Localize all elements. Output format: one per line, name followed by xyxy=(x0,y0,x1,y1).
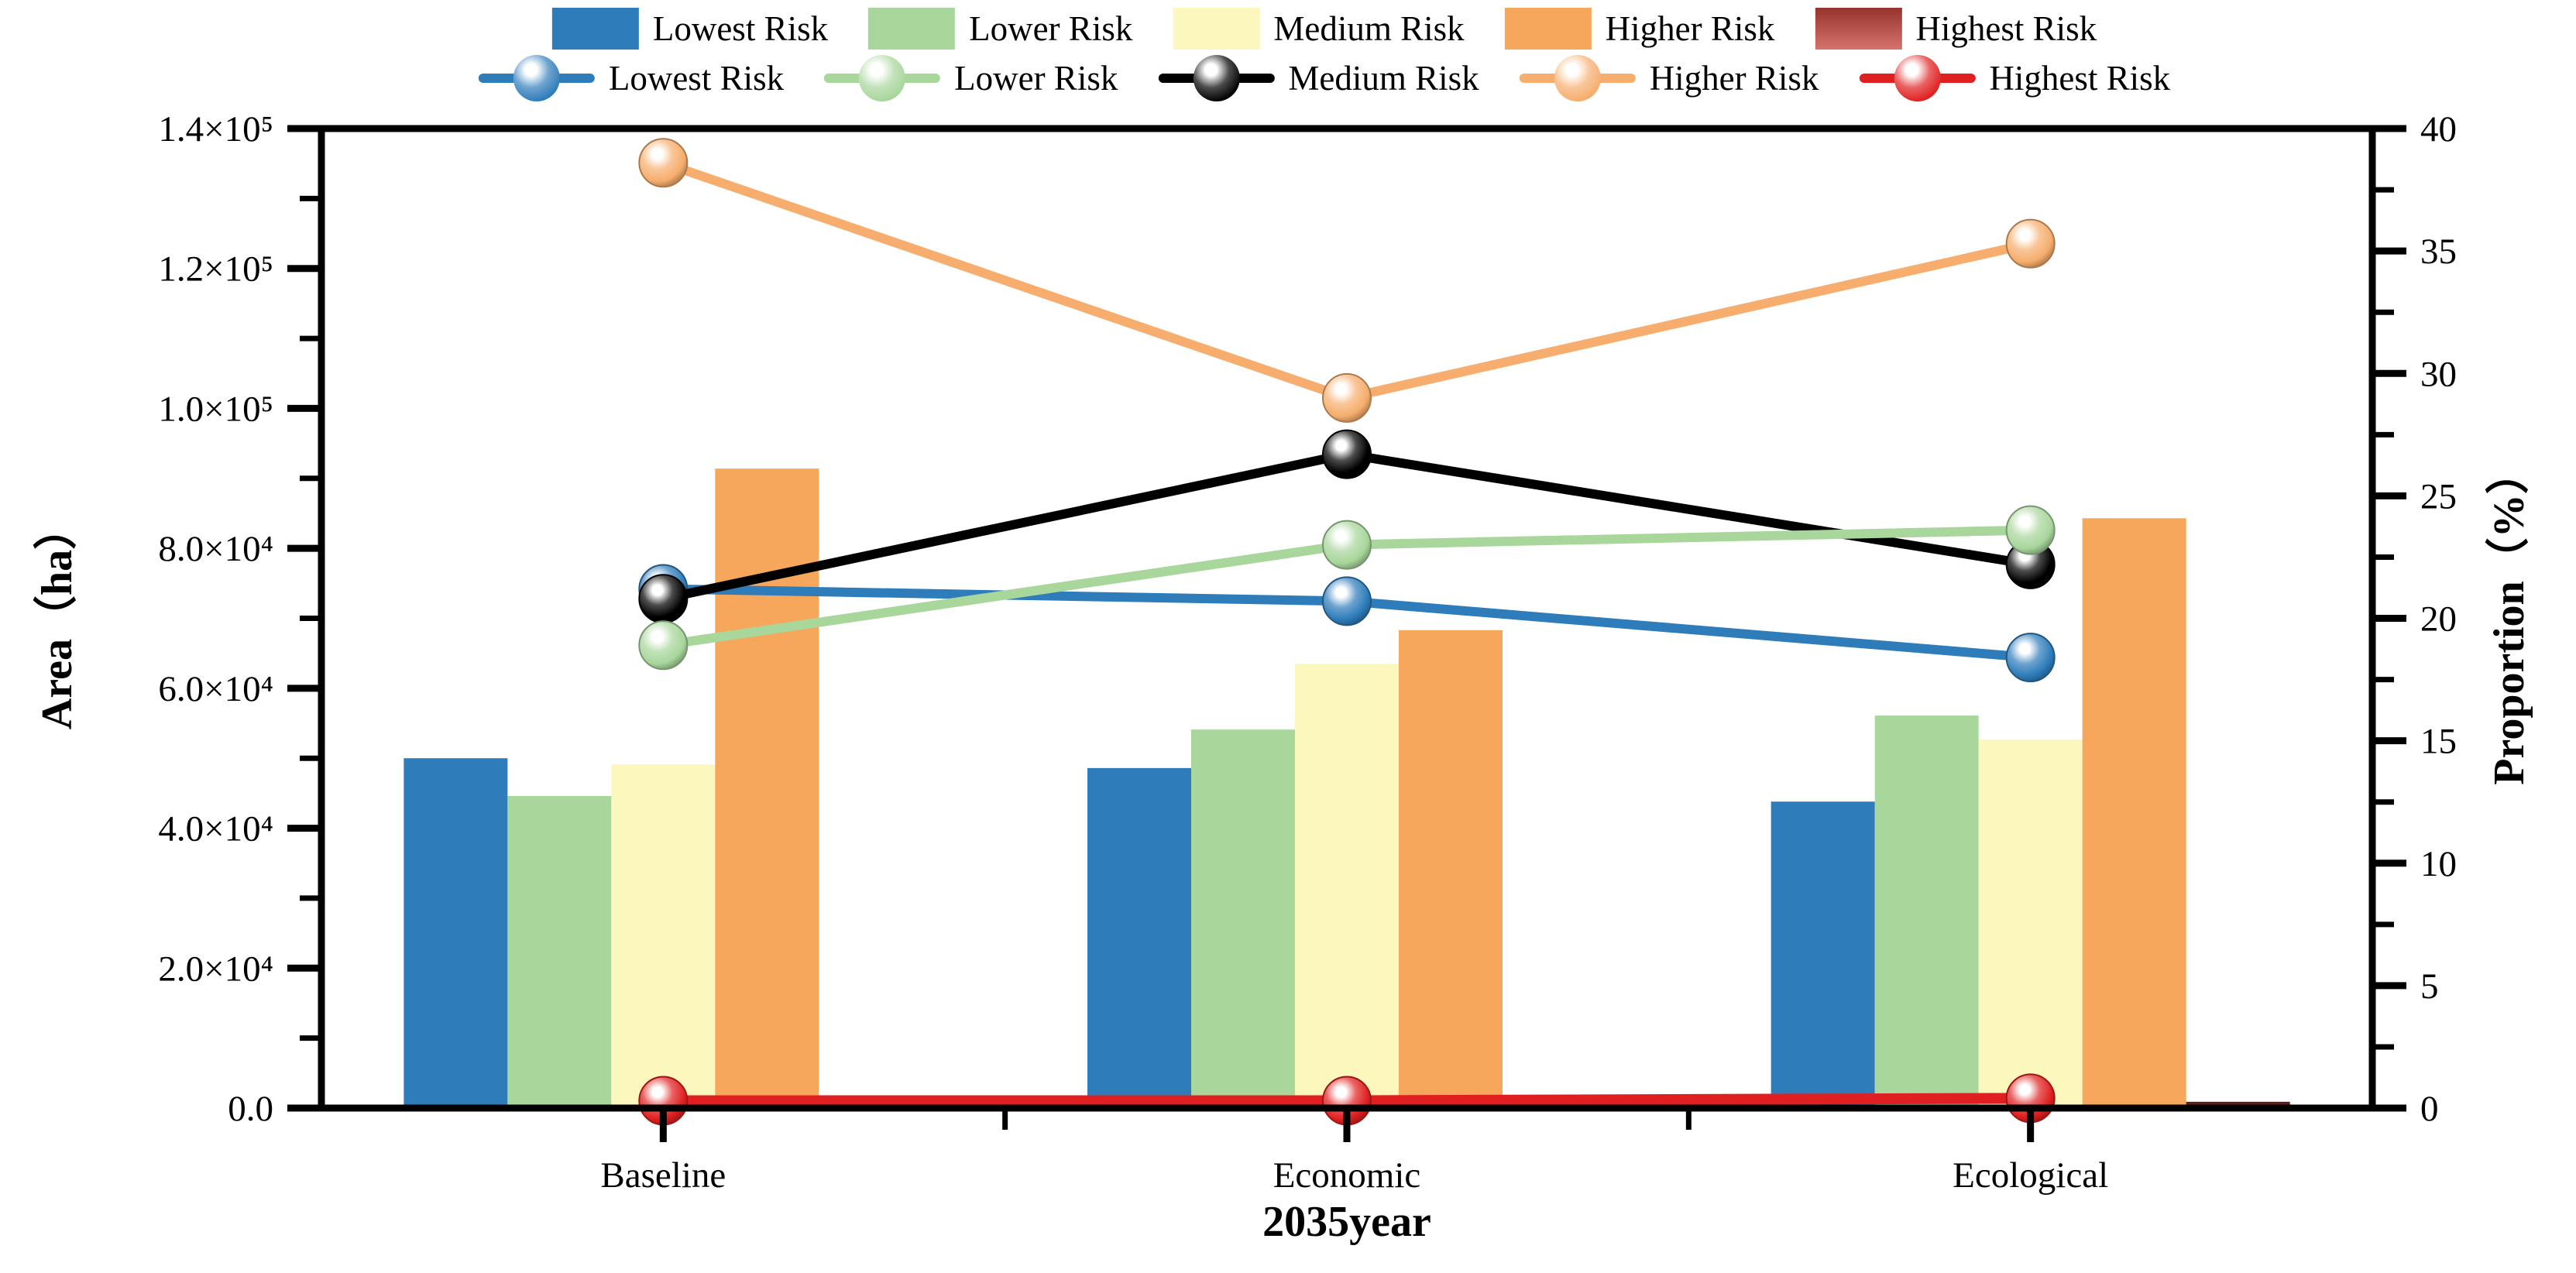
left-tick-label: 1.0×10⁵ xyxy=(158,389,273,429)
data-point-marker xyxy=(1322,429,1372,479)
legend-bar-swatch xyxy=(1815,8,1902,50)
bar-series-lower-risk xyxy=(507,715,1979,1108)
legend-label: Higher Risk xyxy=(1605,9,1775,48)
bar xyxy=(2082,518,2186,1108)
data-point-marker xyxy=(2005,633,2056,683)
legend-bar-swatch xyxy=(868,8,956,50)
legend-line-marker-glyph xyxy=(478,54,595,102)
legend-label: Highest Risk xyxy=(1989,59,2171,98)
legend-bar-swatch xyxy=(1173,8,1260,50)
legend-item-line-higher-risk: Higher Risk xyxy=(1519,54,1819,102)
left-tick-label: 8.0×10⁴ xyxy=(158,529,273,569)
bar-series-medium-risk xyxy=(611,664,2083,1108)
bar xyxy=(404,758,508,1108)
bar xyxy=(1399,630,1503,1108)
right-tick-label: 35 xyxy=(2420,232,2457,272)
legend-item-bar-lower-risk: Lower Risk xyxy=(868,6,1132,51)
bar-series-higher-risk xyxy=(715,468,2186,1108)
legend-item-line-lower-risk: Lower Risk xyxy=(824,54,1118,102)
data-point-marker xyxy=(1322,372,1372,423)
legend-item-bar-higher-risk: Higher Risk xyxy=(1504,6,1775,51)
data-point-marker xyxy=(2005,218,2056,269)
x-tick-label: Economic xyxy=(1273,1155,1421,1196)
line-series-lower-risk xyxy=(638,505,2056,671)
data-point-marker xyxy=(1322,520,1372,570)
right-tick-label: 25 xyxy=(2420,476,2457,516)
bars-layer xyxy=(404,468,2290,1108)
legend-item-line-highest-risk: Highest Risk xyxy=(1859,54,2170,102)
legend-item-bar-medium-risk: Medium Risk xyxy=(1173,6,1465,51)
data-point-marker xyxy=(638,620,689,671)
plot-frame xyxy=(318,125,2376,1112)
right-tick-label: 40 xyxy=(2420,109,2457,149)
left-tick-label: 2.0×10⁴ xyxy=(158,949,273,989)
bar xyxy=(1191,729,1295,1108)
line-series-higher-risk xyxy=(638,138,2056,423)
axes-layer: 0.0 2.0×10⁴ 4.0×10⁴ 6.0×10⁴ 8.0×10⁴ 1.0×10⁵ 1.… xyxy=(158,109,2457,1196)
bar-series-lowest-risk xyxy=(404,758,1875,1108)
left-tick-label: 1.2×10⁵ xyxy=(158,249,273,290)
legend-row-lines: Lowest Risk Lower Risk Medium Risk Higher R… xyxy=(459,54,2190,102)
x-tick-label: Baseline xyxy=(600,1155,726,1196)
left-tick-label: 0.0 xyxy=(228,1089,273,1129)
bar xyxy=(611,764,716,1108)
legend-item-line-lowest-risk: Lowest Risk xyxy=(478,54,785,102)
chart-legend: Lowest Risk Lower Risk Medium Risk Higher R… xyxy=(459,6,2190,102)
y-axis-title-right: Proportion（%） xyxy=(2485,451,2533,784)
line-series-medium-risk xyxy=(638,429,2056,624)
legend-label: Higher Risk xyxy=(1649,59,1819,98)
left-tick-label: 6.0×10⁴ xyxy=(158,669,273,709)
legend-label: Lower Risk xyxy=(969,9,1133,48)
legend-label: Highest Risk xyxy=(1915,9,2097,48)
y-axis-title-left: Area（ha） xyxy=(33,506,81,729)
right-tick-label: 10 xyxy=(2420,844,2457,884)
line-series-highest-risk xyxy=(638,1073,2056,1126)
legend-bar-swatch xyxy=(551,8,639,50)
right-tick-label: 30 xyxy=(2420,354,2457,394)
legend-bar-swatch xyxy=(1504,8,1592,50)
bar xyxy=(507,796,612,1108)
legend-label: Lower Risk xyxy=(954,59,1118,98)
data-point-marker xyxy=(1322,576,1372,626)
right-tick-label: 20 xyxy=(2420,599,2457,640)
series-line xyxy=(658,158,2035,403)
legend-item-bar-lowest-risk: Lowest Risk xyxy=(551,6,829,51)
left-tick-label: 1.4×10⁵ xyxy=(158,109,273,149)
right-tick-label: 15 xyxy=(2420,722,2457,762)
data-point-marker xyxy=(638,574,689,624)
legend-line-marker-glyph xyxy=(1158,54,1275,102)
bar xyxy=(1771,801,1875,1108)
legend-item-bar-highest-risk: Highest Risk xyxy=(1815,6,2097,51)
x-tick-label: Ecological xyxy=(1953,1155,2108,1196)
bar xyxy=(1087,767,1191,1108)
right-tick-label: 5 xyxy=(2420,966,2439,1007)
legend-item-line-medium-risk: Medium Risk xyxy=(1158,54,1479,102)
legend-line-marker-glyph xyxy=(1859,54,1976,102)
bar xyxy=(1978,739,2083,1108)
lines-layer xyxy=(638,138,2056,1126)
legend-label: Medium Risk xyxy=(1273,9,1465,48)
right-tick-label: 0 xyxy=(2420,1089,2439,1129)
legend-label: Medium Risk xyxy=(1288,59,1479,98)
data-point-marker xyxy=(2005,505,2056,555)
legend-label: Lowest Risk xyxy=(608,59,785,98)
left-tick-label: 4.0×10⁴ xyxy=(158,809,273,849)
legend-label: Lowest Risk xyxy=(652,9,829,48)
data-point-marker xyxy=(638,138,689,188)
bar xyxy=(1295,664,1399,1108)
legend-row-bars: Lowest Risk Lower Risk Medium Risk Higher R… xyxy=(532,6,2117,51)
bar xyxy=(1874,715,1979,1108)
x-axis-title: 2035year xyxy=(1262,1198,1431,1246)
legend-line-marker-glyph xyxy=(824,54,941,102)
legend-line-marker-glyph xyxy=(1519,54,1636,102)
